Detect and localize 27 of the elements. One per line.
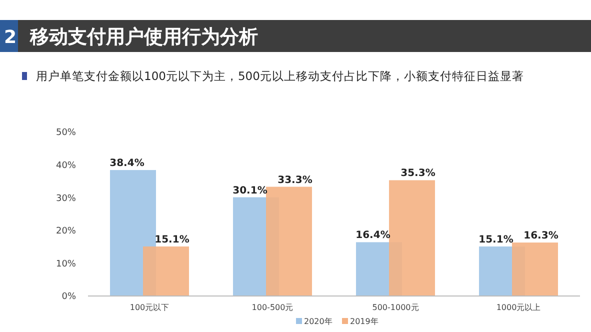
bar	[266, 186, 312, 296]
y-tick-label: 40%	[56, 160, 76, 171]
data-label: 33.3%	[278, 174, 312, 186]
bar	[389, 180, 435, 296]
legend-label: 2020年	[304, 317, 332, 326]
chart-subtitle: 用户单笔支付金额以100元以下为主，500元以上移动支付占比下降，小额支付特征日益显著	[36, 69, 524, 83]
legend-label: 2019年	[350, 317, 378, 326]
x-tick-label: 100-500元	[252, 303, 294, 312]
y-tick-label: 0%	[62, 292, 76, 302]
y-tick-label: 30%	[56, 194, 76, 204]
bar	[512, 242, 558, 296]
y-tick-label: 50%	[56, 128, 76, 138]
x-tick-label: 500-1000元	[372, 303, 419, 312]
bar	[143, 246, 189, 296]
y-tick-label: 10%	[56, 259, 76, 270]
data-label: 15.1%	[478, 234, 514, 246]
data-label: 30.1%	[232, 185, 268, 196]
data-label: 16.3%	[524, 230, 558, 242]
data-label: 15.1%	[154, 234, 190, 246]
data-label: 38.4%	[110, 158, 144, 170]
x-tick-label: 1000元以上	[496, 303, 541, 312]
data-label: 35.3%	[400, 168, 436, 180]
data-label: 16.4%	[356, 230, 390, 242]
chart-title: 移动支付用户使用行为分析	[29, 26, 258, 48]
x-tick-label: 100元以下	[130, 303, 170, 312]
y-tick-label: 20%	[56, 226, 76, 237]
text: 2	[4, 27, 17, 48]
